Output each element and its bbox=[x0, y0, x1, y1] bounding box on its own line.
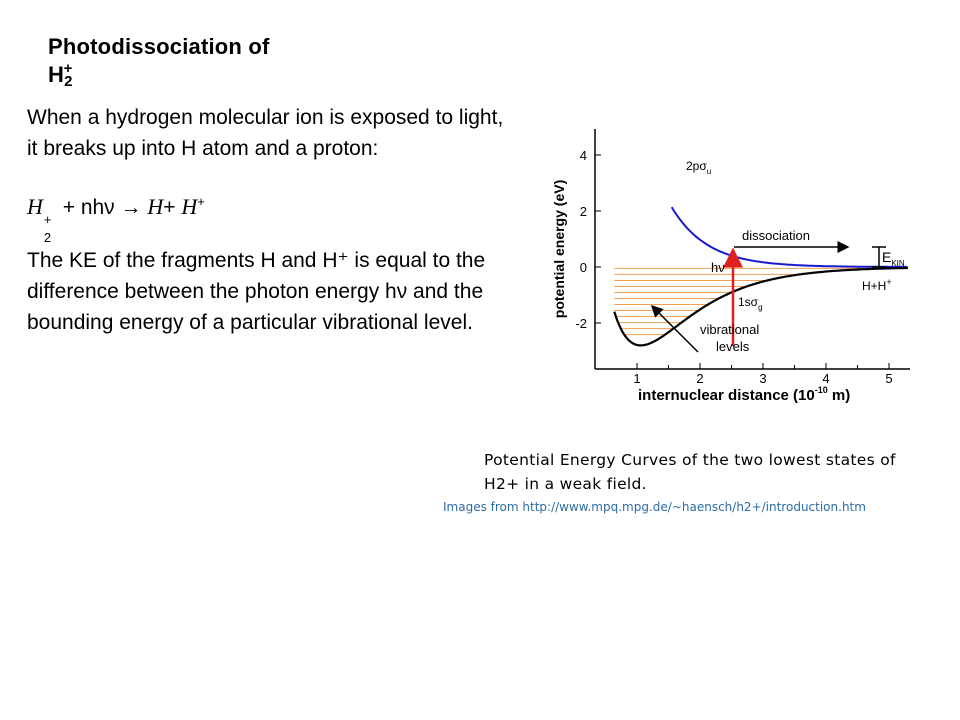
lower-state-label: 1sσg bbox=[738, 295, 763, 312]
potential-energy-diagram: 4 2 0 -2 1 2 3 4 5 potential energy (eV) internu… bbox=[540, 124, 920, 414]
upper-state-label: 2pσu bbox=[686, 159, 711, 176]
x-tick-label: 1 bbox=[633, 371, 640, 386]
intro-paragraph: When a hydrogen molecular ion is exposed… bbox=[27, 106, 504, 160]
vibrational-pointer bbox=[650, 304, 699, 353]
photon-label: hν bbox=[711, 260, 725, 275]
ekin-label: EKIN bbox=[882, 249, 905, 268]
slide-title: Photodissociation of H2+ bbox=[48, 34, 270, 90]
axis-ticks: 4 2 0 -2 1 2 3 4 5 bbox=[575, 148, 892, 386]
slide-body: When a hydrogen molecular ion is exposed… bbox=[27, 102, 517, 338]
image-source-link[interactable]: Images from http://www.mpq.mpg.de/~haens… bbox=[443, 500, 866, 514]
asymptote-label: H+H+ bbox=[862, 277, 892, 293]
dissociation-label: dissociation bbox=[742, 228, 810, 243]
vibrational-label-2: levels bbox=[716, 339, 750, 354]
x-tick-label: 5 bbox=[885, 371, 892, 386]
x-tick-label: 3 bbox=[759, 371, 766, 386]
y-tick-label: 4 bbox=[580, 148, 587, 163]
vibrational-levels bbox=[614, 267, 889, 336]
y-tick-label: 2 bbox=[580, 204, 587, 219]
y-tick-label: -2 bbox=[575, 316, 587, 331]
vibrational-label-1: vibrational bbox=[700, 322, 759, 337]
x-axis-label: internuclear distance (10-10 m) bbox=[638, 385, 850, 404]
lower-state-curve bbox=[613, 266, 908, 347]
ke-paragraph: The KE of the fragments H and H⁺ is equa… bbox=[27, 249, 486, 334]
potential-energy-svg: 4 2 0 -2 1 2 3 4 5 potential energy (eV) internu… bbox=[551, 129, 910, 404]
upper-state-curve bbox=[670, 206, 908, 268]
x-tick-label: 4 bbox=[822, 371, 829, 386]
figure-caption: Potential Energy Curves of the two lowes… bbox=[484, 451, 896, 493]
x-tick-label: 2 bbox=[696, 371, 703, 386]
y-tick-label: 0 bbox=[580, 260, 587, 275]
reaction-equation: H +2 + nhν → H+ H+ bbox=[27, 194, 205, 245]
y-axis-label: potential energy (eV) bbox=[551, 180, 567, 318]
